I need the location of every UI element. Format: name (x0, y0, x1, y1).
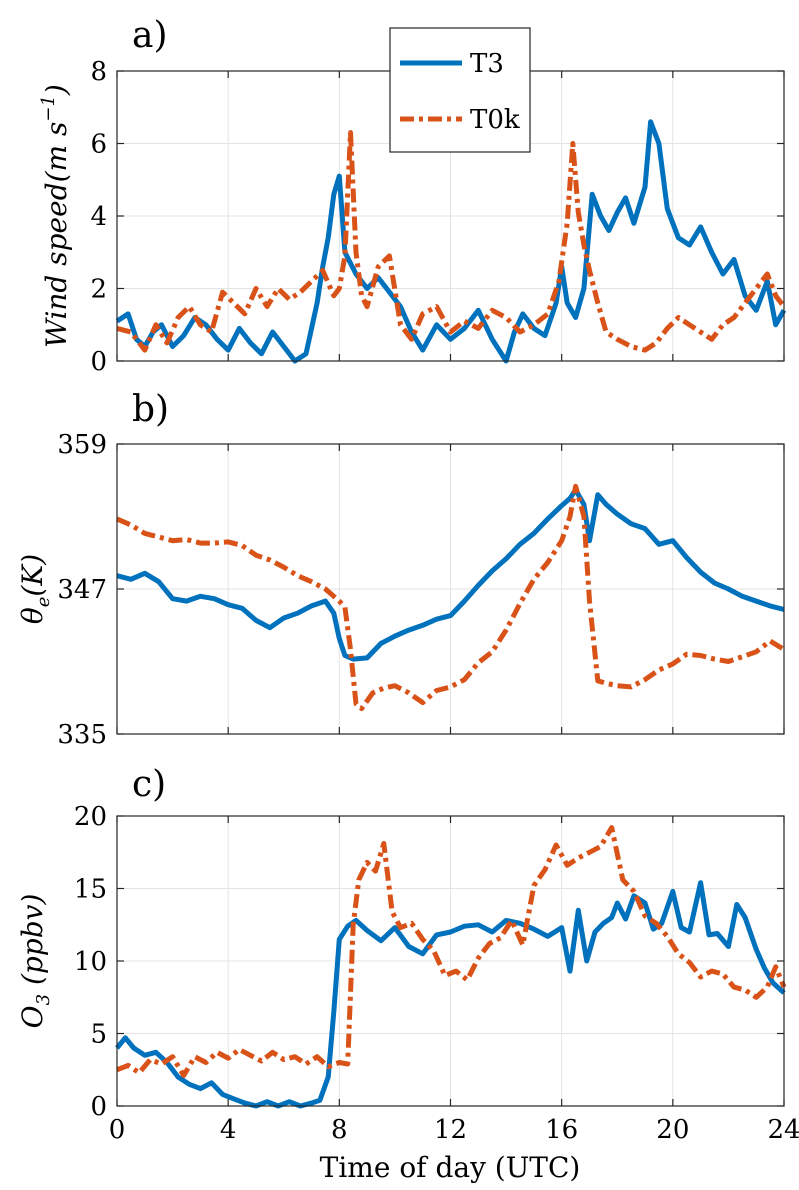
ytick-label-b-2: 359 (57, 430, 107, 460)
xtick-label-5: 20 (656, 1115, 689, 1145)
panel-label-c: c) (132, 764, 166, 805)
panel-label-b: b) (132, 389, 169, 430)
ytick-label-a-2: 4 (90, 202, 107, 232)
ytick-label-c-3: 15 (74, 875, 107, 905)
legend-label-t3: T3 (470, 49, 504, 79)
ytick-label-b-1: 347 (57, 575, 107, 605)
ytick-label-b-0: 335 (57, 720, 107, 750)
grid-c (117, 816, 784, 1106)
panel-label-a: a) (132, 15, 168, 56)
ticks-c: 0 4 8 12 16 20 24 0 5 10 15 20 (74, 802, 799, 1145)
grid-b (117, 444, 784, 734)
ylabel-ozone: O3 (ppbv) (16, 894, 54, 1029)
xtick-label-2: 8 (331, 1115, 348, 1145)
panel-b-theta-e: b) 335 347 359 θe(K) (16, 389, 784, 750)
xtick-label-1: 4 (220, 1115, 237, 1145)
xtick-label-0: 0 (109, 1115, 126, 1145)
xtick-label-6: 24 (767, 1115, 799, 1145)
ytick-label-a-3: 6 (90, 130, 107, 160)
ytick-label-a-1: 2 (90, 275, 107, 305)
legend-label-t0k: T0k (470, 105, 520, 135)
ylabel-theta-e: θe(K) (16, 554, 54, 624)
xlabel-time: Time of day (UTC) (320, 1151, 581, 1184)
xtick-label-3: 12 (434, 1115, 467, 1145)
ytick-label-c-1: 5 (90, 1020, 107, 1050)
panel-c-ozone: c) 0 4 8 12 16 20 24 0 5 10 15 20 O3 (ppbv) Time of… (16, 764, 799, 1184)
ytick-label-c-0: 0 (90, 1092, 107, 1122)
ytick-label-a-0: 0 (90, 347, 107, 377)
ytick-label-c-4: 20 (74, 802, 107, 832)
ylabel-wind-speed: Wind speed(m s−1) (38, 84, 73, 348)
legend: T3 T0k (390, 28, 530, 152)
ytick-label-c-2: 10 (74, 947, 107, 977)
xtick-label-4: 16 (545, 1115, 578, 1145)
ytick-label-a-4: 8 (90, 57, 107, 87)
